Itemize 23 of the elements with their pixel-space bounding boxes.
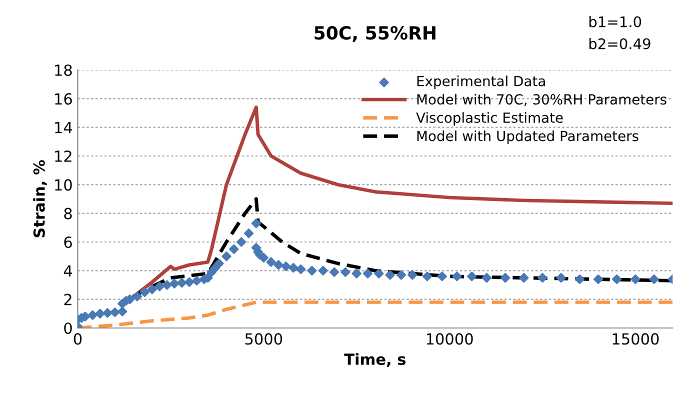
y-tick-label: 14 [55, 122, 72, 134]
y-tick-label: 2 [64, 294, 72, 306]
legend-label: Model with Updated Parameters [417, 130, 638, 144]
x-tick-label: 0 [74, 333, 82, 345]
y-tick-label: 18 [55, 64, 72, 76]
x-tick-label: 10000 [426, 333, 473, 345]
x-tick-label: 15000 [612, 333, 659, 345]
text: b1=1.0 [589, 16, 642, 28]
y-tick-label: 8 [64, 208, 72, 220]
y-axis-title: Strain, % [33, 160, 47, 238]
legend-label: Model with 70C, 30%RH Parameters [417, 94, 666, 106]
y-tick-label: 10 [55, 179, 72, 191]
legend-label: Viscoplastic Estimate [416, 112, 563, 126]
x-axis-title: Time, s [344, 353, 406, 367]
text: b2=0.49 [589, 38, 650, 50]
y-tick-label: 6 [64, 236, 72, 248]
y-tick-label: 4 [64, 265, 72, 276]
y-tick-label: 16 [55, 93, 72, 105]
x-tick-label: 5000 [245, 333, 282, 345]
y-tick-label: 12 [55, 150, 72, 162]
legend-label: Experimental Data [417, 76, 545, 89]
y-tick-label: 0 [64, 322, 72, 334]
chart-title: 50C, 55%RH [314, 26, 436, 42]
